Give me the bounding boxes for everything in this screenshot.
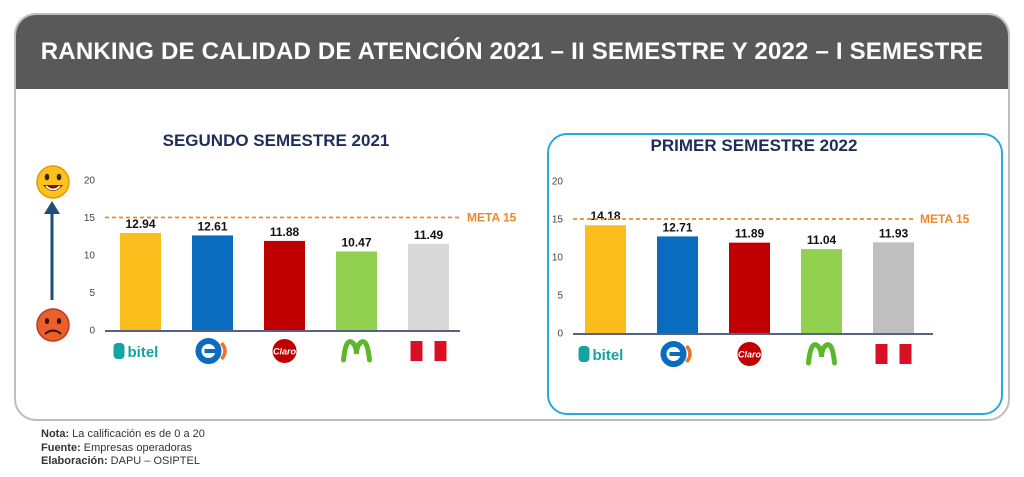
happy-face-icon <box>36 165 70 199</box>
operator-logo-movistar <box>341 339 372 363</box>
peru-flag-center <box>887 344 900 364</box>
data-label: 11.49 <box>414 228 444 242</box>
claro-logo-icon <box>272 339 297 363</box>
bitel-logo-text: bitel <box>128 344 159 361</box>
chart-title: SEGUNDO SEMESTRE 2021 <box>163 131 390 150</box>
bitel-logo-icon <box>113 343 125 359</box>
bar-movistar <box>801 249 842 333</box>
bitel-logo-icon <box>578 346 590 362</box>
data-label: 11.04 <box>807 233 837 247</box>
movistar-logo-icon <box>341 339 372 363</box>
highlight-panel-2022 <box>547 133 1003 415</box>
y-tick-label: 20 <box>84 176 96 187</box>
peru-flag-center <box>422 341 435 361</box>
operator-logo-claro: Claro <box>272 339 297 363</box>
scale-indicator <box>36 165 70 342</box>
operator-logo-bitel: bitel <box>578 346 624 364</box>
operator-logo-bitel: bitel <box>113 343 159 361</box>
claro-logo-text: Claro <box>273 347 297 357</box>
y-tick-label: 10 <box>552 253 564 264</box>
data-label: 11.93 <box>879 226 909 240</box>
operator-logo-entel <box>660 341 692 367</box>
meta-target-label: META 15 <box>920 212 970 226</box>
y-tick-label: 0 <box>89 326 95 337</box>
data-label: 12.71 <box>662 220 692 234</box>
bitel-logo-text: bitel <box>593 347 624 364</box>
operator-logo-movistar <box>806 342 837 366</box>
meta-target-label: META 15 <box>467 211 517 225</box>
data-label: 11.89 <box>735 227 765 241</box>
bar-claro <box>264 240 305 330</box>
note-line: Nota: La calificación es de 0 a 20 <box>41 428 205 440</box>
data-label: 14.18 <box>590 209 620 223</box>
peru-flag-left <box>875 344 888 364</box>
peru-flag-left <box>410 341 423 361</box>
bar-bitel <box>120 232 161 330</box>
entel-logo-bar <box>204 349 219 353</box>
bar-entel <box>657 236 698 333</box>
y-tick-label: 5 <box>557 291 563 302</box>
sad-face-icon <box>36 308 70 342</box>
bar-perú <box>873 242 914 333</box>
bar-movistar <box>336 251 377 330</box>
data-label: 12.61 <box>197 219 227 233</box>
operator-logo-perú <box>875 344 912 364</box>
operator-logo-claro: Claro <box>737 342 762 366</box>
movistar-logo-icon <box>806 342 837 366</box>
page-title: RANKING DE CALIDAD DE ATENCIÓN 2021 – II… <box>16 15 1008 89</box>
bar-perú <box>408 243 449 330</box>
claro-logo-text: Claro <box>738 350 762 360</box>
y-tick-label: 20 <box>552 177 564 188</box>
chart-2: PRIMER SEMESTRE 2022 0 5 10 15 20 14.18 12.71 11… <box>552 136 970 367</box>
operator-logo-perú <box>410 341 447 361</box>
elaboration-line: Elaboración: DAPU – OSIPTEL <box>41 455 200 467</box>
claro-logo-icon <box>737 342 762 366</box>
peru-flag-right <box>899 344 912 364</box>
data-label: 10.47 <box>341 235 371 249</box>
chart-title: PRIMER SEMESTRE 2022 <box>651 136 858 155</box>
y-tick-label: 5 <box>89 288 95 299</box>
up-arrow-icon <box>44 201 60 300</box>
entel-logo-accent <box>220 341 227 361</box>
chart-1: SEGUNDO SEMESTRE 2021 0 5 10 15 20 12.94 12.61 1… <box>84 131 517 364</box>
data-label: 11.88 <box>270 225 300 239</box>
data-label: 12.94 <box>125 217 155 231</box>
source-line: Fuente: Empresas operadoras <box>41 441 193 454</box>
entel-logo-bar <box>669 352 684 356</box>
bar-bitel <box>585 225 626 333</box>
chart-card: RANKING DE CALIDAD DE ATENCIÓN 2021 – II… <box>14 13 1010 421</box>
y-tick-label: 0 <box>557 329 563 340</box>
bar-claro <box>729 242 770 333</box>
y-tick-label: 15 <box>552 215 564 226</box>
bar-entel <box>192 235 233 330</box>
y-tick-label: 10 <box>84 251 96 262</box>
footnotes: Nota: La calificación es de 0 a 20 Fuent… <box>41 428 205 469</box>
y-tick-label: 15 <box>84 213 96 224</box>
entel-logo-accent <box>685 344 692 364</box>
peru-flag-right <box>434 341 447 361</box>
operator-logo-entel <box>195 338 227 364</box>
